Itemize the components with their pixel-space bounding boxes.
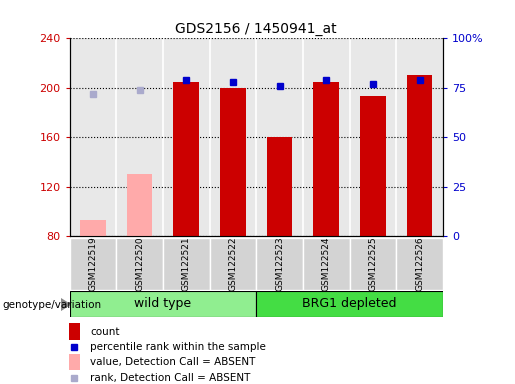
Bar [360,96,386,236]
Bar [127,174,152,236]
Text: GSM122519: GSM122519 [89,237,97,291]
Bar [70,238,116,290]
Text: GSM122524: GSM122524 [322,237,331,291]
Bar [350,238,396,290]
Title: GDS2156 / 1450941_at: GDS2156 / 1450941_at [176,22,337,36]
Bar [68,323,80,340]
Text: BRG1 depleted: BRG1 depleted [302,297,397,310]
Text: rank, Detection Call = ABSENT: rank, Detection Call = ABSENT [90,372,250,383]
Bar [220,88,246,236]
Bar [210,238,256,290]
Bar [314,82,339,236]
Bar [407,76,433,236]
Bar [303,238,350,290]
Text: GSM122525: GSM122525 [368,237,377,291]
Bar [163,238,210,290]
Bar [267,137,293,236]
Bar [116,238,163,290]
Bar [396,238,443,290]
Text: GSM122521: GSM122521 [182,237,191,291]
Bar [80,220,106,236]
Bar [256,291,443,317]
Text: count: count [90,327,119,337]
Bar [256,238,303,290]
Text: GSM122520: GSM122520 [135,237,144,291]
Polygon shape [61,299,70,310]
Bar [174,82,199,236]
Text: GSM122522: GSM122522 [228,237,237,291]
Bar [70,291,256,317]
Text: wild type: wild type [134,297,192,310]
Text: genotype/variation: genotype/variation [3,300,101,310]
Bar [68,354,80,370]
Text: percentile rank within the sample: percentile rank within the sample [90,342,266,352]
Text: GSM122526: GSM122526 [415,237,424,291]
Text: value, Detection Call = ABSENT: value, Detection Call = ABSENT [90,358,255,367]
Text: GSM122523: GSM122523 [275,237,284,291]
